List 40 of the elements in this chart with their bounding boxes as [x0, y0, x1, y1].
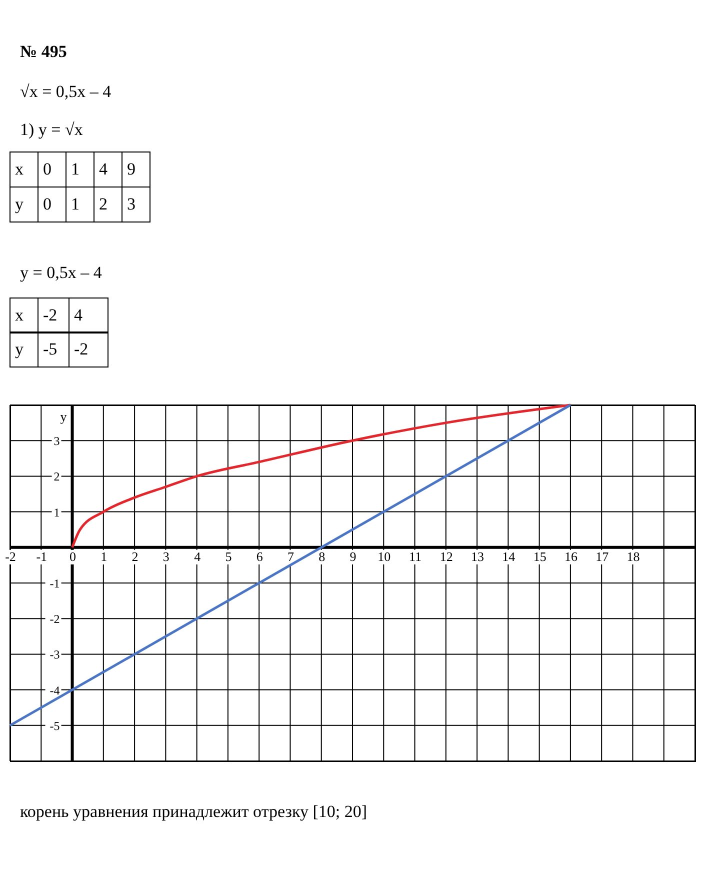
- text: √x = 0,5x – 4: [20, 82, 112, 101]
- x-tick-label: 14: [502, 548, 516, 564]
- x-tick-label: 15: [533, 548, 546, 564]
- y-tick-label: 1: [54, 505, 60, 520]
- x-tick-label: 12: [440, 548, 453, 564]
- x-tick-label: 0: [70, 548, 76, 564]
- x-tick-label: 17: [596, 548, 610, 564]
- text: y = 0,5x – 4: [20, 263, 102, 282]
- x-tick-label: 2: [132, 548, 138, 564]
- chart-title: № 495: [20, 42, 67, 61]
- y-tick-label: 2: [54, 470, 60, 484]
- x-tick-label: 5: [225, 548, 232, 564]
- x-tick-label: 13: [471, 548, 484, 564]
- text: x 0 1 4 9: [15, 160, 136, 178]
- x-tick-label: 4: [194, 548, 202, 564]
- y-tick-label: -4: [50, 683, 60, 698]
- x-tick-label: 3: [162, 548, 170, 564]
- x-tick-label: 9: [350, 548, 356, 564]
- x-tick-label: 18: [626, 548, 640, 564]
- x-tick-label: 8: [318, 548, 326, 564]
- y-axis-title: y: [60, 409, 68, 424]
- x-tick-label: 1: [100, 548, 108, 564]
- text: x -2 4: [15, 306, 83, 324]
- y-tick-label: 3: [54, 434, 60, 448]
- text: корень уравнения принадлежит отрезку [10; 20]: [20, 802, 368, 821]
- x-tick-label: -2: [5, 548, 16, 564]
- x-tick-label: 11: [409, 548, 422, 564]
- text: y 0 1 2 3: [15, 194, 136, 214]
- x-tick-label: 6: [256, 548, 264, 564]
- x-tick-label: 7: [287, 548, 294, 564]
- y-tick-label: -3: [50, 648, 60, 662]
- x-tick-label: 10: [378, 548, 391, 564]
- x-tick-label: 16: [564, 548, 578, 564]
- y-tick-label: -2: [50, 612, 60, 626]
- x-tick-label: -1: [36, 548, 48, 564]
- y-tick-label: -5: [50, 718, 60, 733]
- text: 1) y = √x: [20, 120, 84, 139]
- y-tick-label: -1: [50, 576, 60, 590]
- text: y -5 -2: [15, 340, 88, 358]
- line-series: [71, 404, 572, 549]
